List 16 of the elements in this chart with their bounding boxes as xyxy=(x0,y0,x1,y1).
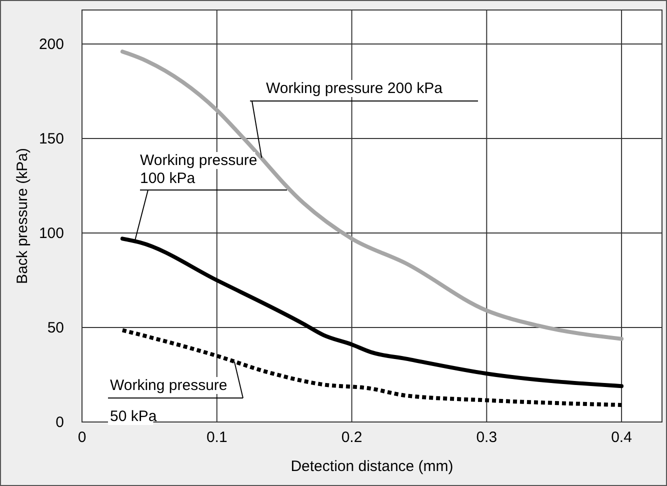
x-axis-title: Detection distance (mm) xyxy=(290,458,454,475)
x-tick-label: 0 xyxy=(78,429,86,446)
y-tick-label: 50 xyxy=(47,320,64,337)
y-tick-label: 150 xyxy=(38,130,64,148)
x-tick-label: 0.4 xyxy=(611,429,632,446)
text: Working pressure 200 kPa xyxy=(266,80,444,97)
x-tick-label: 0.1 xyxy=(206,429,228,446)
y-tick-label: 0 xyxy=(56,414,64,431)
line-series xyxy=(120,50,624,341)
x-tick-label: 0.3 xyxy=(476,429,498,446)
y-tick-label: 100 xyxy=(38,225,64,242)
y-tick-label: 200 xyxy=(38,36,64,54)
series-label: Working pressure 50 kPa xyxy=(110,377,228,425)
text: Working pressure 100 kPa xyxy=(140,152,258,187)
y-axis-title: Back pressure (kPa) xyxy=(14,148,31,284)
x-tick-label: 0.2 xyxy=(341,429,362,446)
